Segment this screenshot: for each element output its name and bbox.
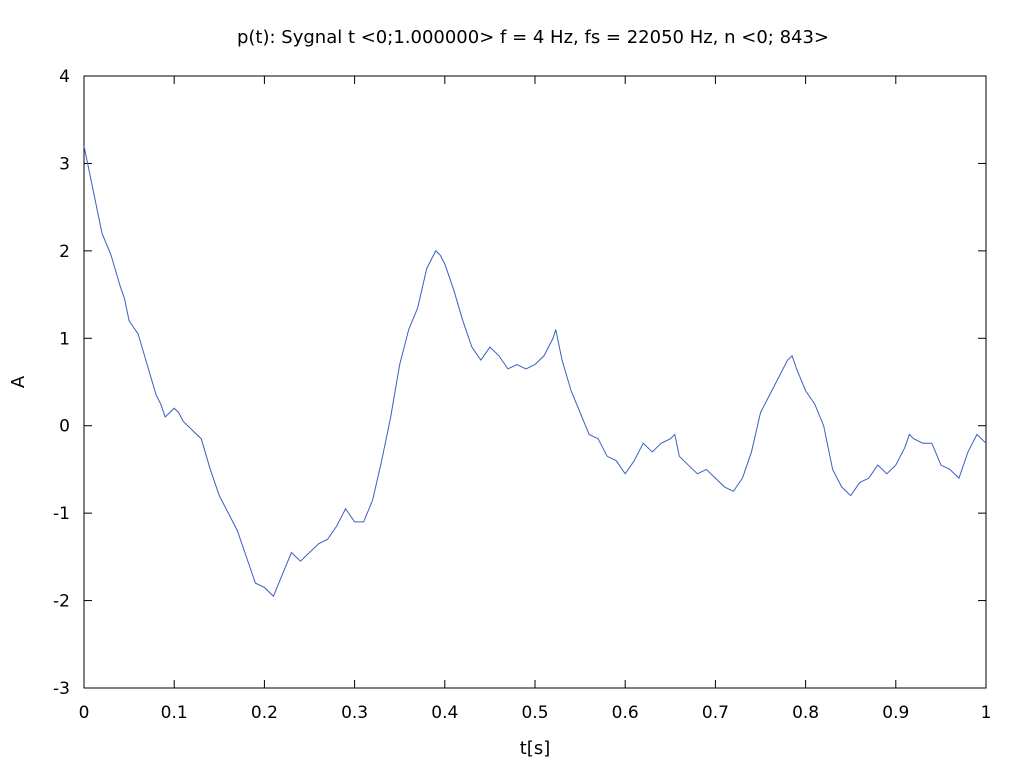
x-tick-label: 0.1 bbox=[161, 703, 188, 723]
x-tick-label: 0.9 bbox=[882, 703, 909, 723]
x-tick-label: 0 bbox=[79, 703, 90, 723]
x-tick-label: 0.6 bbox=[612, 703, 639, 723]
y-tick-label: -1 bbox=[53, 504, 70, 524]
x-axis-tick-labels: 0 0.1 0.2 0.3 0.4 0.5 0.6 0.7 0.8 0.9 1 bbox=[79, 703, 992, 723]
x-tick-label: 0.8 bbox=[792, 703, 819, 723]
y-tick-label: -3 bbox=[53, 679, 70, 699]
y-axis-label: A bbox=[8, 375, 29, 388]
y-tick-label: 1 bbox=[59, 329, 70, 349]
x-tick-label: 0.5 bbox=[521, 703, 548, 723]
x-tick-label: 0.4 bbox=[431, 703, 458, 723]
y-tick-label: 3 bbox=[59, 154, 70, 174]
y-tick-label: 0 bbox=[59, 417, 70, 437]
signal-series-line bbox=[83, 145, 987, 598]
y-axis-tick-labels: -3 -2 -1 0 1 2 3 4 bbox=[53, 67, 70, 699]
y-axis-ticks bbox=[84, 75, 986, 689]
x-tick-label: 0.2 bbox=[251, 703, 278, 723]
x-axis-ticks bbox=[83, 76, 987, 688]
y-tick-label: 4 bbox=[59, 67, 70, 87]
y-tick-label: -2 bbox=[53, 592, 70, 612]
x-tick-label: 1 bbox=[981, 703, 992, 723]
chart-title: p(t): Sygnal t <0;1.000000> f = 4 Hz, fs… bbox=[237, 27, 829, 48]
x-tick-label: 0.3 bbox=[341, 703, 368, 723]
y-tick-label: 2 bbox=[59, 242, 70, 262]
x-tick-label: 0.7 bbox=[702, 703, 729, 723]
x-axis-label: t[s] bbox=[520, 738, 550, 759]
